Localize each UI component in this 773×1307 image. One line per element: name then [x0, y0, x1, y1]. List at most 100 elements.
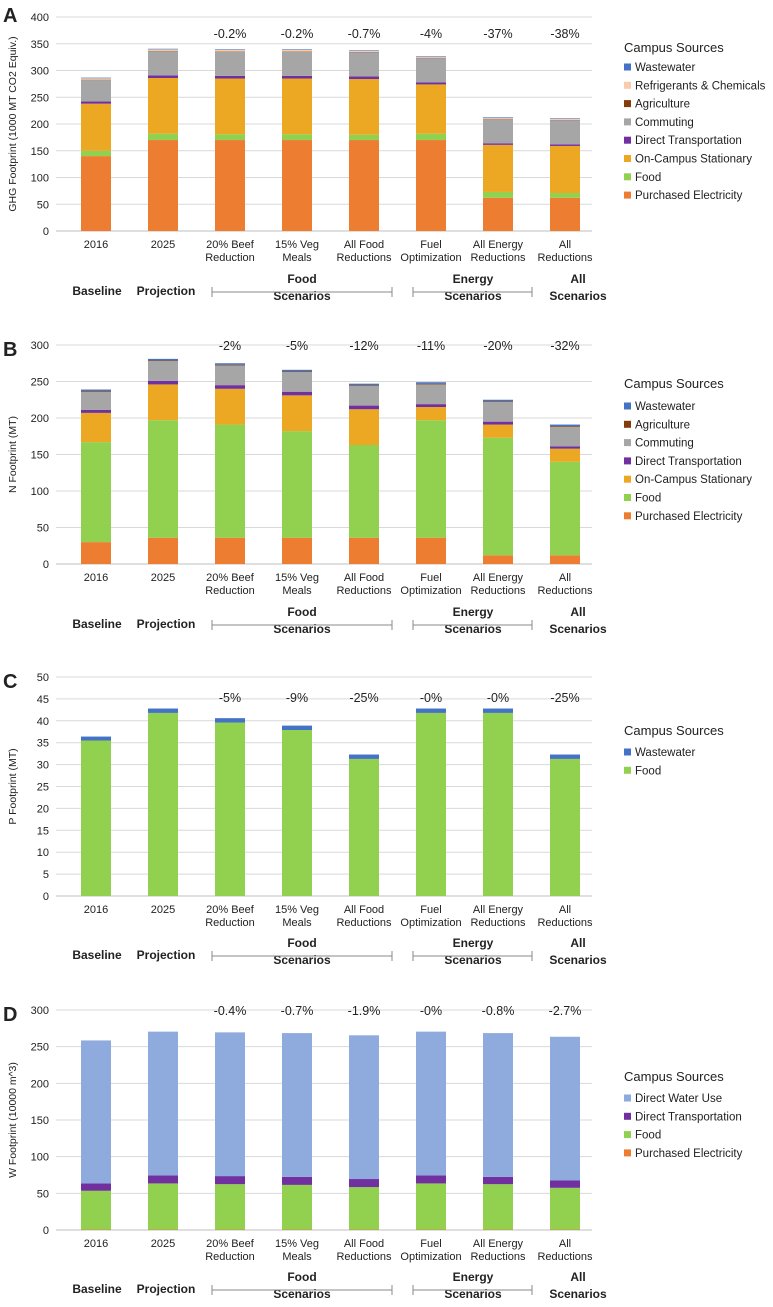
x-tick-label: Reductions: [537, 917, 593, 929]
bar-segment: [416, 1175, 446, 1184]
bar-segment: [550, 1180, 580, 1188]
bar-segment: [81, 77, 111, 79]
x-tick-label: 20% Beef: [206, 239, 255, 251]
legend-label: On-Campus Stationary: [635, 154, 752, 166]
bar-segment: [81, 78, 111, 80]
bar-segment: [148, 1229, 178, 1230]
bar-segment: [282, 140, 312, 231]
bar-segment: [148, 75, 178, 78]
reduction-label: -0.7%: [348, 27, 381, 41]
bar-segment: [148, 358, 178, 361]
bar-segment: [416, 384, 446, 405]
bar-segment: [81, 1183, 111, 1191]
bar-segment: [483, 708, 513, 713]
reduction-label: -0.2%: [281, 27, 314, 41]
bar-segment: [215, 1032, 245, 1177]
y-axis-label: GHG Footprint (1000 MT CO2 Equiv.): [7, 36, 19, 211]
y-tick-label: 50: [37, 523, 49, 535]
group-label-energy: Energy: [453, 272, 494, 286]
group-label-energy: Energy: [453, 1270, 494, 1284]
group-label-food: Food: [287, 272, 316, 286]
group-label-food: Food: [287, 1270, 316, 1284]
bar-segment: [550, 426, 580, 427]
reduction-label: -0%: [420, 1004, 442, 1018]
legend-label: Wastewater: [635, 747, 695, 759]
y-tick-label: 300: [31, 340, 49, 352]
x-tick-label: 2025: [151, 572, 175, 584]
panel-letter: C: [3, 671, 17, 693]
x-tick-label: Reductions: [537, 585, 593, 597]
y-tick-label: 20: [37, 803, 49, 815]
bar-segment: [81, 103, 111, 151]
reduction-label: -2.7%: [549, 1004, 582, 1018]
y-tick-label: 45: [37, 694, 49, 706]
bar-segment: [483, 1176, 513, 1185]
bar-segment: [81, 542, 111, 564]
legend-swatch: [624, 118, 631, 126]
x-tick-label: Reduction: [205, 585, 255, 597]
x-tick-label: All Food: [344, 239, 384, 251]
bar-segment: [483, 401, 513, 422]
bar-segment: [483, 197, 513, 231]
bar-segment: [81, 150, 111, 157]
group-label-energy: Scenarios: [444, 953, 502, 967]
bar-segment: [81, 1229, 111, 1230]
bar-segment: [215, 365, 245, 386]
bar-segment: [349, 76, 379, 80]
reduction-label: -37%: [483, 27, 512, 41]
x-tick-label: Reduction: [205, 917, 255, 929]
bar-segment: [215, 75, 245, 79]
bar-segment: [148, 712, 178, 896]
x-tick-label: Optimization: [400, 585, 461, 597]
group-label-food: Scenarios: [273, 953, 331, 967]
bar-segment: [550, 754, 580, 759]
bar-segment: [550, 120, 580, 145]
bar-segment: [416, 56, 446, 57]
legend-swatch: [624, 475, 631, 483]
y-tick-label: 150: [31, 1115, 49, 1127]
bar-segment: [81, 442, 111, 543]
reduction-label: -0.2%: [214, 27, 247, 41]
bar-segment: [148, 360, 178, 362]
legend-label: On-Campus Stationary: [635, 474, 752, 486]
bar-segment: [550, 193, 580, 198]
bar-segment: [215, 51, 245, 76]
panel-letter: D: [3, 1004, 17, 1026]
x-tick-label: Fuel: [420, 239, 441, 251]
group-label-all: All: [570, 936, 585, 950]
x-tick-label: 20% Beef: [206, 572, 255, 584]
x-tick-label: Reductions: [470, 252, 526, 264]
group-label-energy: Energy: [453, 605, 494, 619]
x-tick-label: Reductions: [336, 1251, 392, 1263]
x-tick-label: 2025: [151, 1238, 175, 1250]
bar-segment: [148, 420, 178, 538]
bar-segment: [282, 729, 312, 896]
group-label-baseline: Baseline: [72, 284, 122, 298]
bar-segment: [349, 140, 379, 231]
bar-segment: [215, 385, 245, 389]
bar-segment: [282, 78, 312, 135]
legend-label: Food: [635, 765, 661, 777]
bar-segment: [81, 1040, 111, 1184]
x-tick-label: Reduction: [205, 1251, 255, 1263]
bar-segment: [148, 49, 178, 51]
reduction-label: -5%: [286, 339, 308, 353]
bar-segment: [148, 1183, 178, 1230]
bar-segment: [349, 383, 379, 386]
y-tick-label: 250: [31, 92, 49, 104]
y-tick-label: 5: [43, 869, 49, 881]
legend-title: Campus Sources: [624, 376, 724, 391]
bar-segment: [148, 1031, 178, 1176]
reduction-label: -4%: [420, 27, 442, 41]
bar-segment: [483, 421, 513, 425]
bar-segment: [483, 117, 513, 118]
bar-segment: [550, 424, 580, 427]
x-tick-label: All: [559, 904, 571, 916]
bar-segment: [416, 1183, 446, 1230]
legend-label: Commuting: [635, 438, 694, 450]
reduction-label: -25%: [550, 691, 579, 705]
x-tick-label: All Energy: [473, 1238, 524, 1250]
bar-segment: [416, 712, 446, 896]
bar-segment: [349, 134, 379, 141]
bar-segment: [148, 537, 178, 564]
